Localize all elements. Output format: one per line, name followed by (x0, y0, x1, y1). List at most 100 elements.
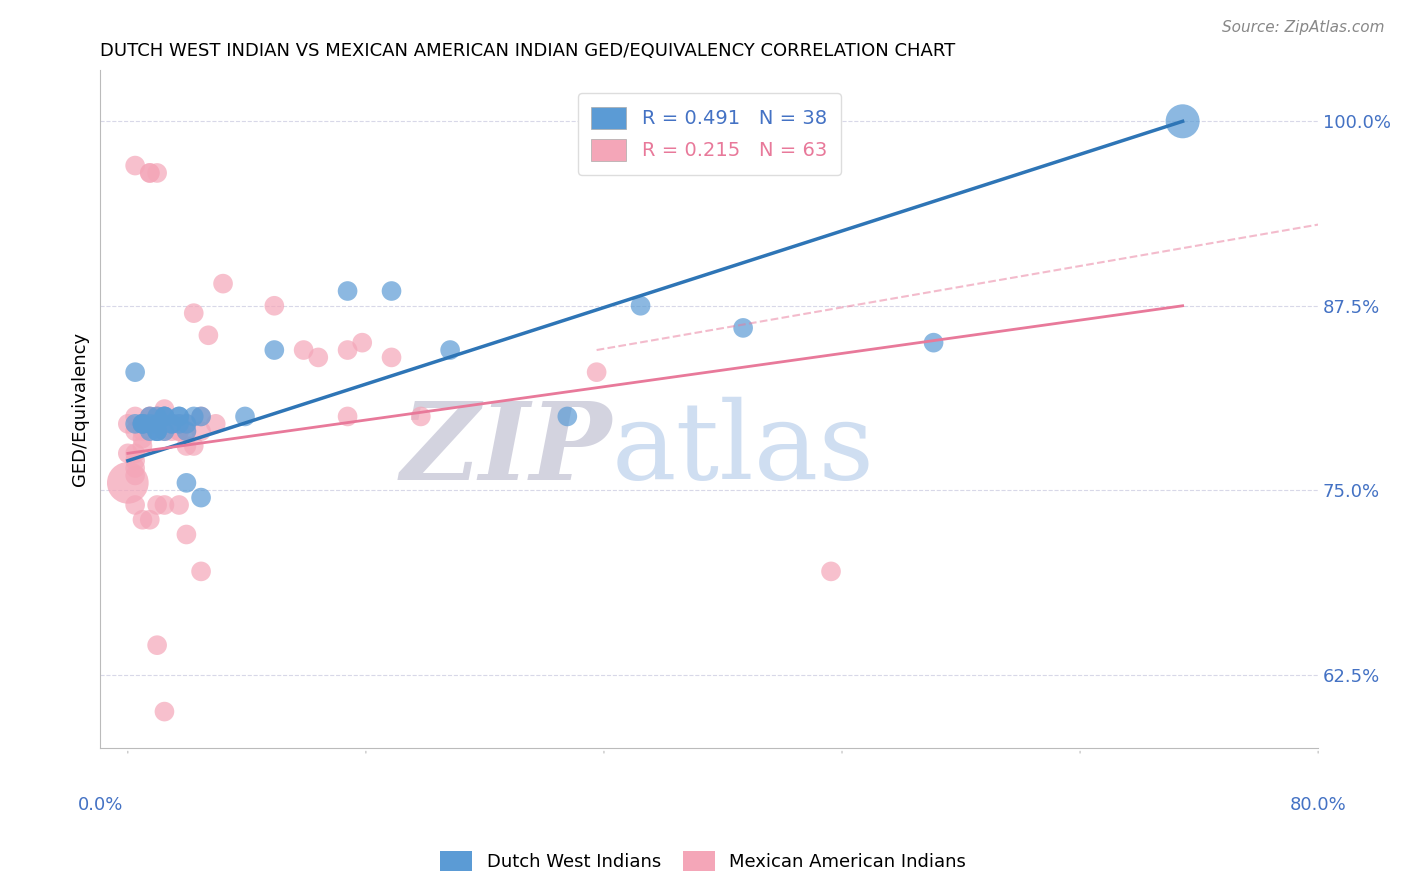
Point (146, 417, 169, 431)
Legend: Dutch West Indians, Mexican American Indians: Dutch West Indians, Mexican American Ind… (433, 844, 973, 879)
Point (146, 409, 169, 424)
Point (124, 409, 146, 424)
Point (131, 424, 153, 438)
Point (153, 409, 176, 424)
Point (117, 446, 139, 460)
Point (124, 461, 146, 475)
Point (131, 417, 153, 431)
Point (139, 424, 162, 438)
Point (176, 417, 198, 431)
Point (139, 417, 162, 431)
Point (263, 343, 285, 357)
Point (197, 328, 219, 343)
Point (124, 417, 146, 431)
Point (160, 417, 183, 431)
Point (352, 335, 374, 350)
Point (117, 475, 139, 490)
Point (630, 299, 652, 313)
Point (146, 424, 169, 438)
Point (153, 424, 176, 438)
Point (146, 166, 169, 180)
Point (190, 565, 212, 579)
Point (146, 409, 169, 424)
Point (131, 439, 153, 453)
Point (146, 498, 169, 512)
Point (183, 306, 205, 320)
Point (124, 424, 146, 438)
Point (292, 343, 315, 357)
Point (160, 417, 183, 431)
Point (139, 409, 162, 424)
Legend: R = 0.491   N = 38, R = 0.215   N = 63: R = 0.491 N = 38, R = 0.215 N = 63 (578, 93, 841, 175)
Point (139, 166, 162, 180)
Point (190, 424, 212, 438)
Point (176, 527, 198, 541)
Point (190, 409, 212, 424)
Point (153, 424, 176, 438)
Point (176, 439, 198, 453)
Text: atlas: atlas (612, 397, 875, 502)
Point (153, 417, 176, 431)
Point (167, 417, 190, 431)
Point (336, 343, 359, 357)
Point (131, 417, 153, 431)
Point (153, 417, 176, 431)
Point (139, 409, 162, 424)
Point (131, 417, 153, 431)
Y-axis label: GED/Equivalency: GED/Equivalency (72, 332, 89, 486)
Point (160, 417, 183, 431)
Point (167, 498, 190, 512)
Point (153, 409, 176, 424)
Point (190, 491, 212, 505)
Point (146, 409, 169, 424)
Point (204, 417, 226, 431)
Point (139, 409, 162, 424)
Point (733, 321, 755, 335)
Point (167, 424, 190, 438)
Point (139, 513, 162, 527)
Point (131, 432, 153, 446)
Point (124, 468, 146, 483)
Point (131, 513, 153, 527)
Point (124, 159, 146, 173)
Point (409, 409, 432, 424)
Point (146, 417, 169, 431)
Point (146, 424, 169, 438)
Point (153, 402, 176, 417)
Point (131, 417, 153, 431)
Point (146, 424, 169, 438)
Point (131, 417, 153, 431)
Point (153, 705, 176, 719)
Text: ZIP: ZIP (401, 397, 612, 503)
Point (124, 453, 146, 467)
Point (820, 565, 842, 579)
Point (153, 498, 176, 512)
Text: DUTCH WEST INDIAN VS MEXICAN AMERICAN INDIAN GED/EQUIVALENCY CORRELATION CHART: DUTCH WEST INDIAN VS MEXICAN AMERICAN IN… (100, 42, 956, 60)
Text: 80.0%: 80.0% (1289, 796, 1347, 814)
Point (233, 409, 256, 424)
Point (153, 409, 176, 424)
Point (212, 277, 235, 291)
Point (307, 351, 329, 365)
Point (124, 365, 146, 379)
Point (124, 446, 146, 460)
Point (183, 439, 205, 453)
Point (176, 424, 198, 438)
Point (167, 409, 190, 424)
Point (439, 343, 461, 357)
Point (176, 417, 198, 431)
Point (167, 409, 190, 424)
Text: Source: ZipAtlas.com: Source: ZipAtlas.com (1222, 20, 1385, 35)
Point (117, 417, 139, 431)
Text: 0.0%: 0.0% (77, 796, 124, 814)
Point (153, 409, 176, 424)
Point (1171, 114, 1194, 128)
Point (336, 409, 359, 424)
Point (160, 417, 183, 431)
Point (557, 409, 579, 424)
Point (183, 409, 205, 424)
Point (176, 475, 198, 490)
Point (922, 335, 945, 350)
Point (160, 424, 183, 438)
Point (146, 638, 169, 652)
